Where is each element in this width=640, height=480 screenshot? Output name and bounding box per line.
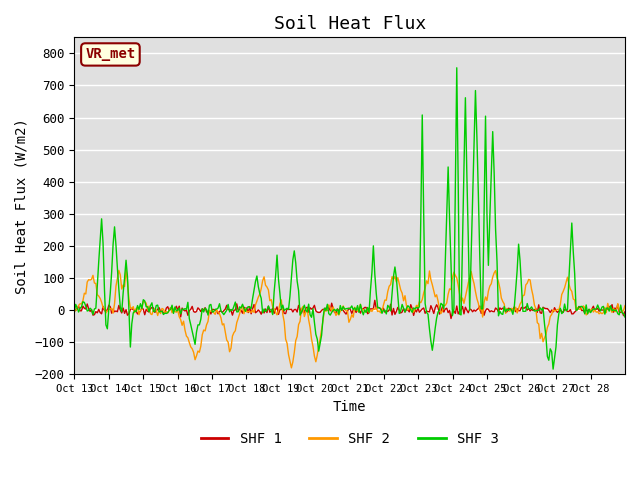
SHF 1 [466,306,474,312]
SHF 1 [354,307,362,312]
SHF 2 [621,303,629,309]
SHF 3 [547,346,554,352]
SHF 3 [465,235,472,240]
SHF 3 [621,314,629,320]
SHF 3 [549,366,557,372]
Line: SHF 2: SHF 2 [74,270,625,368]
SHF 3 [70,309,78,315]
SHF 3 [620,311,627,316]
SHF 2 [287,365,295,371]
Line: SHF 1: SHF 1 [74,300,625,319]
X-axis label: Time: Time [333,400,366,414]
SHF 2 [70,309,78,315]
Text: VR_met: VR_met [85,48,136,61]
SHF 2 [106,306,114,312]
SHF 3 [453,65,461,71]
SHF 1 [621,309,629,314]
SHF 2 [89,273,97,278]
SHF 2 [122,267,130,273]
Line: SHF 3: SHF 3 [74,68,625,369]
SHF 3 [106,290,114,296]
SHF 3 [89,312,97,317]
SHF 1 [620,313,627,319]
SHF 1 [447,316,455,322]
Legend: SHF 1, SHF 2, SHF 3: SHF 1, SHF 2, SHF 3 [195,427,504,452]
SHF 1 [89,312,97,318]
Y-axis label: Soil Heat Flux (W/m2): Soil Heat Flux (W/m2) [15,118,29,294]
Title: Soil Heat Flux: Soil Heat Flux [273,15,426,33]
SHF 2 [548,312,556,317]
SHF 1 [106,304,114,310]
SHF 1 [70,306,78,312]
SHF 2 [466,274,474,280]
SHF 2 [620,307,627,313]
SHF 1 [371,298,379,303]
SHF 1 [548,307,556,313]
SHF 2 [356,301,364,307]
SHF 3 [354,303,362,309]
